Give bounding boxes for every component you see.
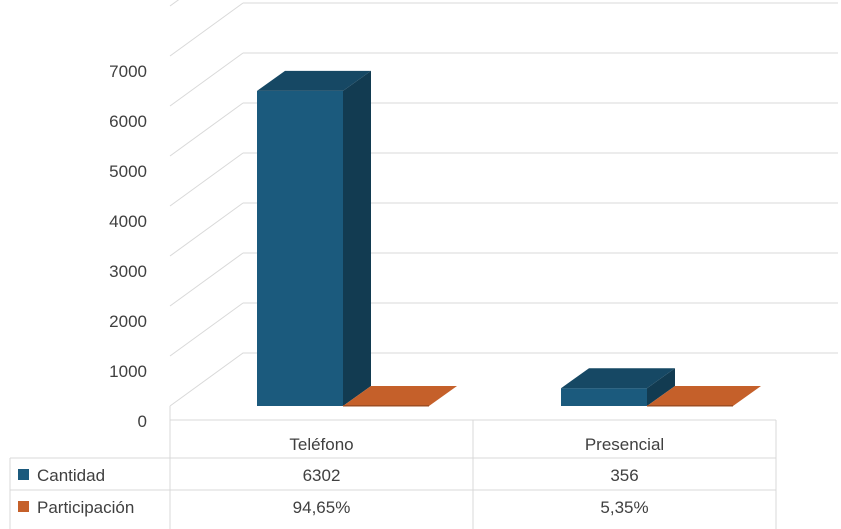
bars [257, 70, 761, 407]
bar-cantidad-1 [561, 368, 675, 406]
data-label: 94,65% [293, 498, 351, 517]
floor-edge [169, 352, 838, 407]
y-tick-label: 6000 [109, 112, 147, 131]
data-label: 6302 [303, 466, 341, 485]
gridline-side-5000 [169, 102, 244, 157]
bar-top [647, 386, 761, 406]
bar-top [561, 368, 675, 389]
chart-walls [169, 352, 838, 407]
bar-front [561, 388, 647, 406]
bar-side [343, 70, 371, 407]
legend-swatch [18, 501, 29, 512]
y-tick-label: 3000 [109, 262, 147, 281]
gridline-side-2000 [169, 252, 244, 307]
bar-cantidad-0 [257, 70, 371, 407]
series-label: Participación [37, 498, 134, 517]
y-tick-label: 5000 [109, 162, 147, 181]
gridline-side-top [169, 0, 180, 7]
bar-front [343, 405, 429, 407]
gridline-side-6000 [169, 52, 244, 107]
bar-participacion-0 [343, 386, 457, 407]
data-table: Teléfono Presencial Cantidad 6302 356 Partici… [9, 406, 777, 529]
bar-front [257, 90, 343, 407]
bar-front [647, 405, 733, 407]
gridline-side-1000 [169, 302, 244, 357]
data-label: 356 [610, 466, 638, 485]
legend-swatch [18, 469, 29, 480]
gridline-side-7000 [169, 2, 244, 57]
category-label: Teléfono [289, 435, 353, 454]
y-tick-label: 2000 [109, 312, 147, 331]
gridline-side-4000 [169, 152, 244, 207]
category-label: Presencial [585, 435, 664, 454]
bar-participacion-1 [647, 386, 761, 407]
data-label: 5,35% [600, 498, 648, 517]
y-axis: 0 1000 2000 3000 4000 5000 6000 7000 [109, 62, 147, 431]
series-label: Cantidad [37, 466, 105, 485]
y-tick-label: 7000 [109, 62, 147, 81]
y-tick-label: 1000 [109, 362, 147, 381]
bar-top [343, 386, 457, 406]
y-tick-label: 0 [138, 412, 147, 431]
bar-side [647, 368, 675, 406]
bar-top [257, 70, 371, 91]
gridline-side-3000 [169, 202, 244, 257]
y-tick-label: 4000 [109, 212, 147, 231]
